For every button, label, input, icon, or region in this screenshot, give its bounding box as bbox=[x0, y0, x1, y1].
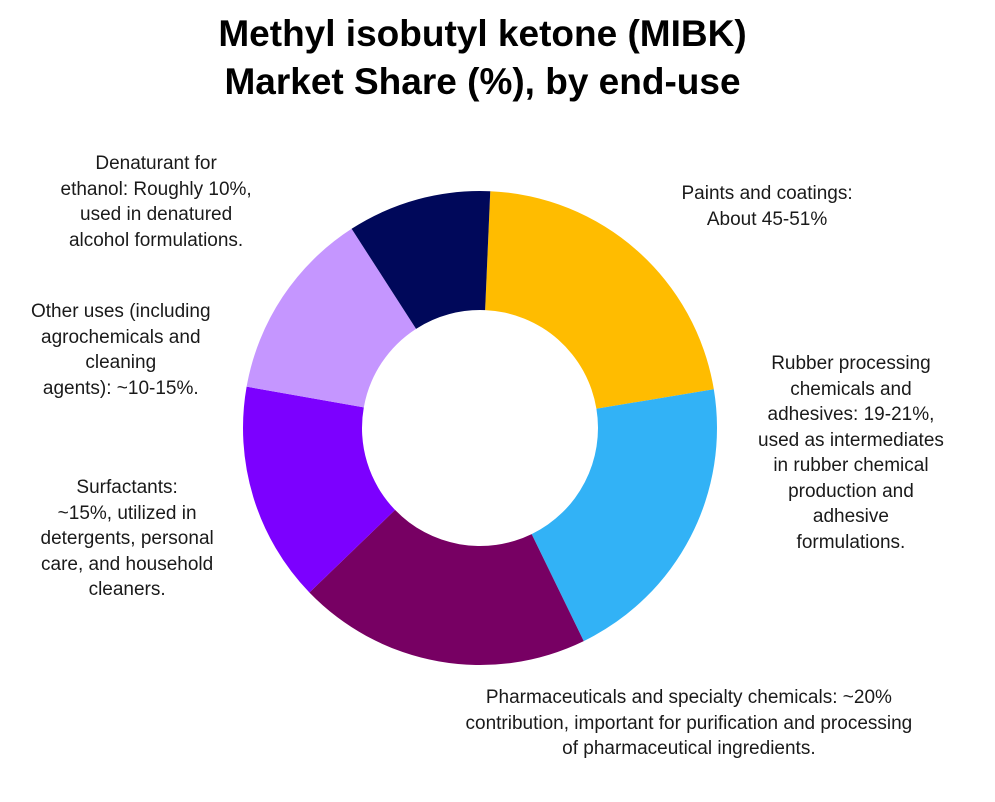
slice-label-surfactants: Surfactants: ~15%, utilized in detergents,… bbox=[41, 475, 214, 603]
chart-title-line-1: Methyl isobutyl ketone (MIBK) bbox=[218, 13, 747, 54]
donut-slice-other bbox=[246, 228, 417, 408]
slice-label-line: used in denatured bbox=[80, 204, 233, 225]
slice-label-line: cleaning bbox=[85, 352, 157, 373]
slice-label-denaturant: Denaturant for ethanol: Roughly 10%, used … bbox=[61, 151, 252, 253]
slice-label-line: of pharmaceutical ingredients. bbox=[562, 738, 816, 759]
slice-label-line: formulations. bbox=[796, 531, 906, 553]
slice-label-other: Other uses (including agrochemicals and cl… bbox=[31, 299, 211, 401]
slice-label-line: contribution, important for purification… bbox=[465, 712, 913, 734]
slice-label-rubber: Rubber processing chemicals and adhesives:… bbox=[758, 351, 944, 555]
donut-slice-surfactants bbox=[242, 386, 396, 593]
slice-label-line: Surfactants: bbox=[76, 477, 178, 498]
slice-label-line: cleaners. bbox=[88, 579, 166, 600]
slice-label-line: agrochemicals and bbox=[41, 326, 201, 348]
slice-label-line: in rubber chemical bbox=[773, 455, 929, 476]
slice-label-line: Rubber processing bbox=[771, 353, 931, 374]
slice-label-line: About 45-51% bbox=[706, 208, 828, 230]
slice-label-line: care, and household bbox=[41, 553, 214, 575]
slice-label-paints: Paints and coatings: About 45-51% bbox=[682, 181, 853, 232]
slice-label-line: adhesive bbox=[812, 506, 889, 527]
slice-label-line: ~15%, utilized in bbox=[57, 502, 197, 524]
slice-label-line: Other uses (including bbox=[31, 301, 211, 322]
slice-label-line: production and bbox=[788, 480, 914, 502]
slice-label-line: detergents, personal bbox=[40, 528, 214, 549]
slice-label-line: agents): ~10-15%. bbox=[42, 377, 199, 399]
slice-label-line: Paints and coatings: bbox=[681, 183, 853, 204]
slice-label-line: Pharmaceuticals and specialty chemicals:… bbox=[485, 687, 892, 708]
chart-title: Methyl isobutyl ketone (MIBK) Market Sha… bbox=[0, 10, 965, 106]
chart-title-line-2: Market Share (%), by end-use bbox=[224, 61, 741, 102]
slice-label-line: ethanol: Roughly 10%, bbox=[60, 178, 252, 200]
donut-slice-paints bbox=[485, 191, 714, 409]
donut-slice-denaturant bbox=[351, 191, 491, 329]
slice-label-pharma: Pharmaceuticals and specialty chemicals:… bbox=[466, 685, 913, 762]
slice-label-line: Denaturant for bbox=[95, 153, 217, 174]
slice-label-line: chemicals and bbox=[790, 378, 912, 400]
donut-slice-rubber bbox=[531, 389, 717, 642]
slice-label-line: adhesives: 19-21%, bbox=[767, 404, 935, 425]
donut-slice-pharma bbox=[309, 509, 584, 665]
slice-label-line: used as intermediates bbox=[758, 429, 944, 451]
slice-label-line: alcohol formulations. bbox=[68, 229, 244, 251]
